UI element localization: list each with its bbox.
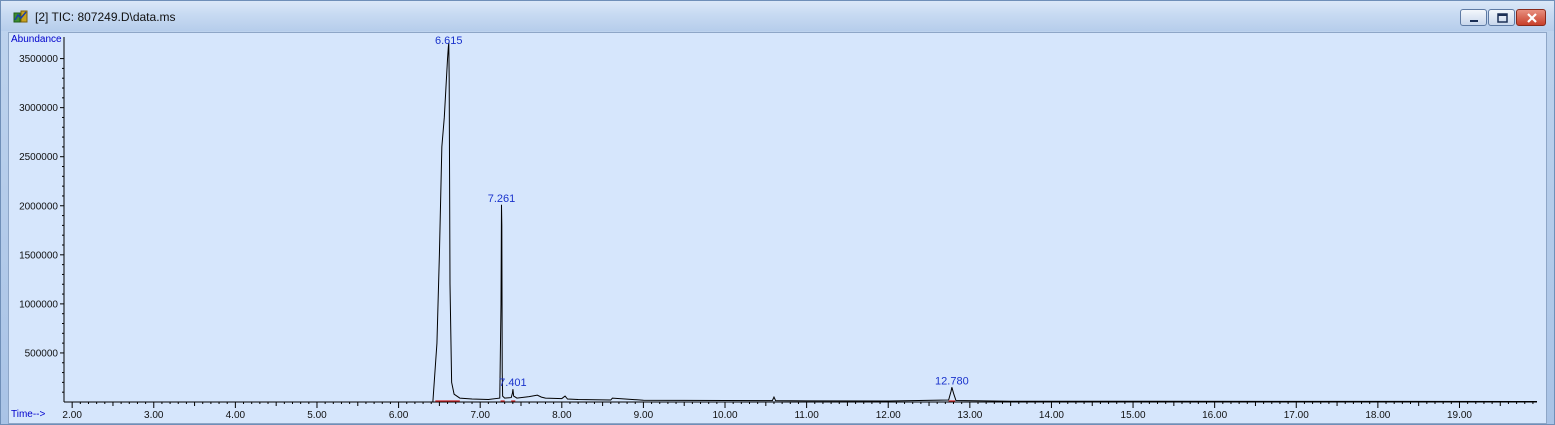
y-axis-ticks: 500000 1000000 1500000 2000000 2500000 300000… [19,54,64,393]
peak-label: 7.261 [488,193,516,205]
minimize-button[interactable] [1460,9,1487,26]
x-tick-label: 3.00 [144,410,164,421]
x-tick-label: 19.00 [1447,410,1472,421]
peak-label: 12.780 [935,375,969,387]
y-tick-label: 1000000 [19,299,58,310]
x-tick-label: 12.00 [876,410,901,421]
maximize-icon [1497,13,1508,23]
y-tick-label: 1500000 [19,250,58,261]
x-tick-label: 7.00 [470,410,490,421]
y-tick-label: 3500000 [19,54,58,65]
x-tick-label: 17.00 [1284,410,1309,421]
x-tick-label: 9.00 [634,410,654,421]
x-tick-label: 15.00 [1121,410,1146,421]
window-title: [2] TIC: 807249.D\data.ms [35,10,176,24]
minimize-icon [1470,20,1478,22]
y-tick-label: 2500000 [19,152,58,163]
peak-labels: 6.615 7.261 7.401 12.780 [435,35,969,389]
x-tick-label: 8.00 [552,410,572,421]
y-axis-label: Abundance [11,34,62,45]
x-tick-label: 4.00 [226,410,246,421]
chromatogram-chart[interactable]: Abundance Time--> 500000 1000000 1500000 20… [9,33,1546,423]
maximize-button[interactable] [1488,9,1515,26]
plot-area[interactable]: Abundance Time--> 500000 1000000 1500000 20… [8,32,1547,424]
x-tick-label: 10.00 [712,410,737,421]
x-tick-label: 11.00 [794,410,819,421]
y-tick-label: 500000 [25,348,59,359]
title-bar[interactable]: [2] TIC: 807249.D\data.ms [1,1,1554,31]
x-tick-label: 13.00 [957,410,982,421]
close-icon [1527,13,1537,23]
x-tick-label: 18.00 [1365,410,1390,421]
x-axis-label: Time--> [11,409,46,420]
x-tick-label: 5.00 [307,410,327,421]
y-tick-label: 3000000 [19,103,58,114]
y-tick-label: 2000000 [19,201,58,212]
close-button[interactable] [1516,9,1546,26]
app-icon [13,10,28,23]
x-axis-minor-ticks [79,402,1534,406]
peak-label: 7.401 [499,377,527,389]
x-tick-label: 2.00 [62,410,82,421]
tic-trace [64,42,1538,403]
x-tick-label: 14.00 [1039,410,1064,421]
x-axis-ticks: 2.00 3.00 4.00 5.00 6.00 7.00 8.00 9.00 10.00 11.… [62,402,1472,421]
x-tick-label: 16.00 [1202,410,1227,421]
peak-label: 6.615 [435,35,463,47]
x-tick-label: 6.00 [389,410,409,421]
